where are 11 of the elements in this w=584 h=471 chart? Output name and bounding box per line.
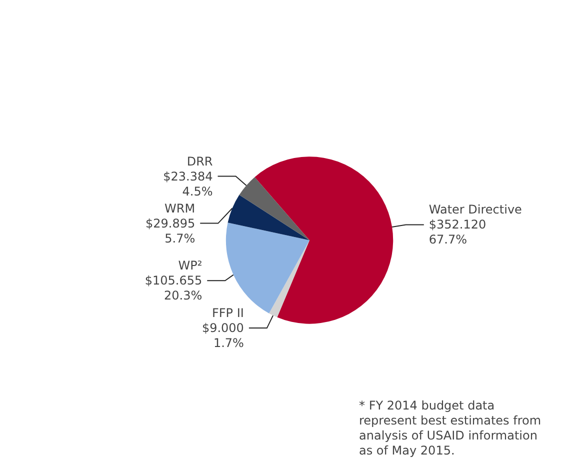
data-label: $23.384 4.5% [163, 169, 213, 198]
data-label: $105.655 20.3% [144, 274, 202, 303]
data-label: $352.120 67.7% [428, 218, 486, 247]
slice-label: WP² [178, 258, 202, 273]
data-label: $9.000 1.7% [202, 321, 244, 350]
slice-label: FFP II [212, 306, 244, 320]
slice-label: DRR [186, 154, 213, 168]
slice-label: Water Directive [428, 202, 522, 217]
text: * FY 2014 budget data represent best estimates from analysis of USAID information as of May 2015. [359, 398, 545, 458]
data-label: $29.895 5.7% [145, 216, 196, 246]
slice-label: WRM [164, 201, 196, 216]
